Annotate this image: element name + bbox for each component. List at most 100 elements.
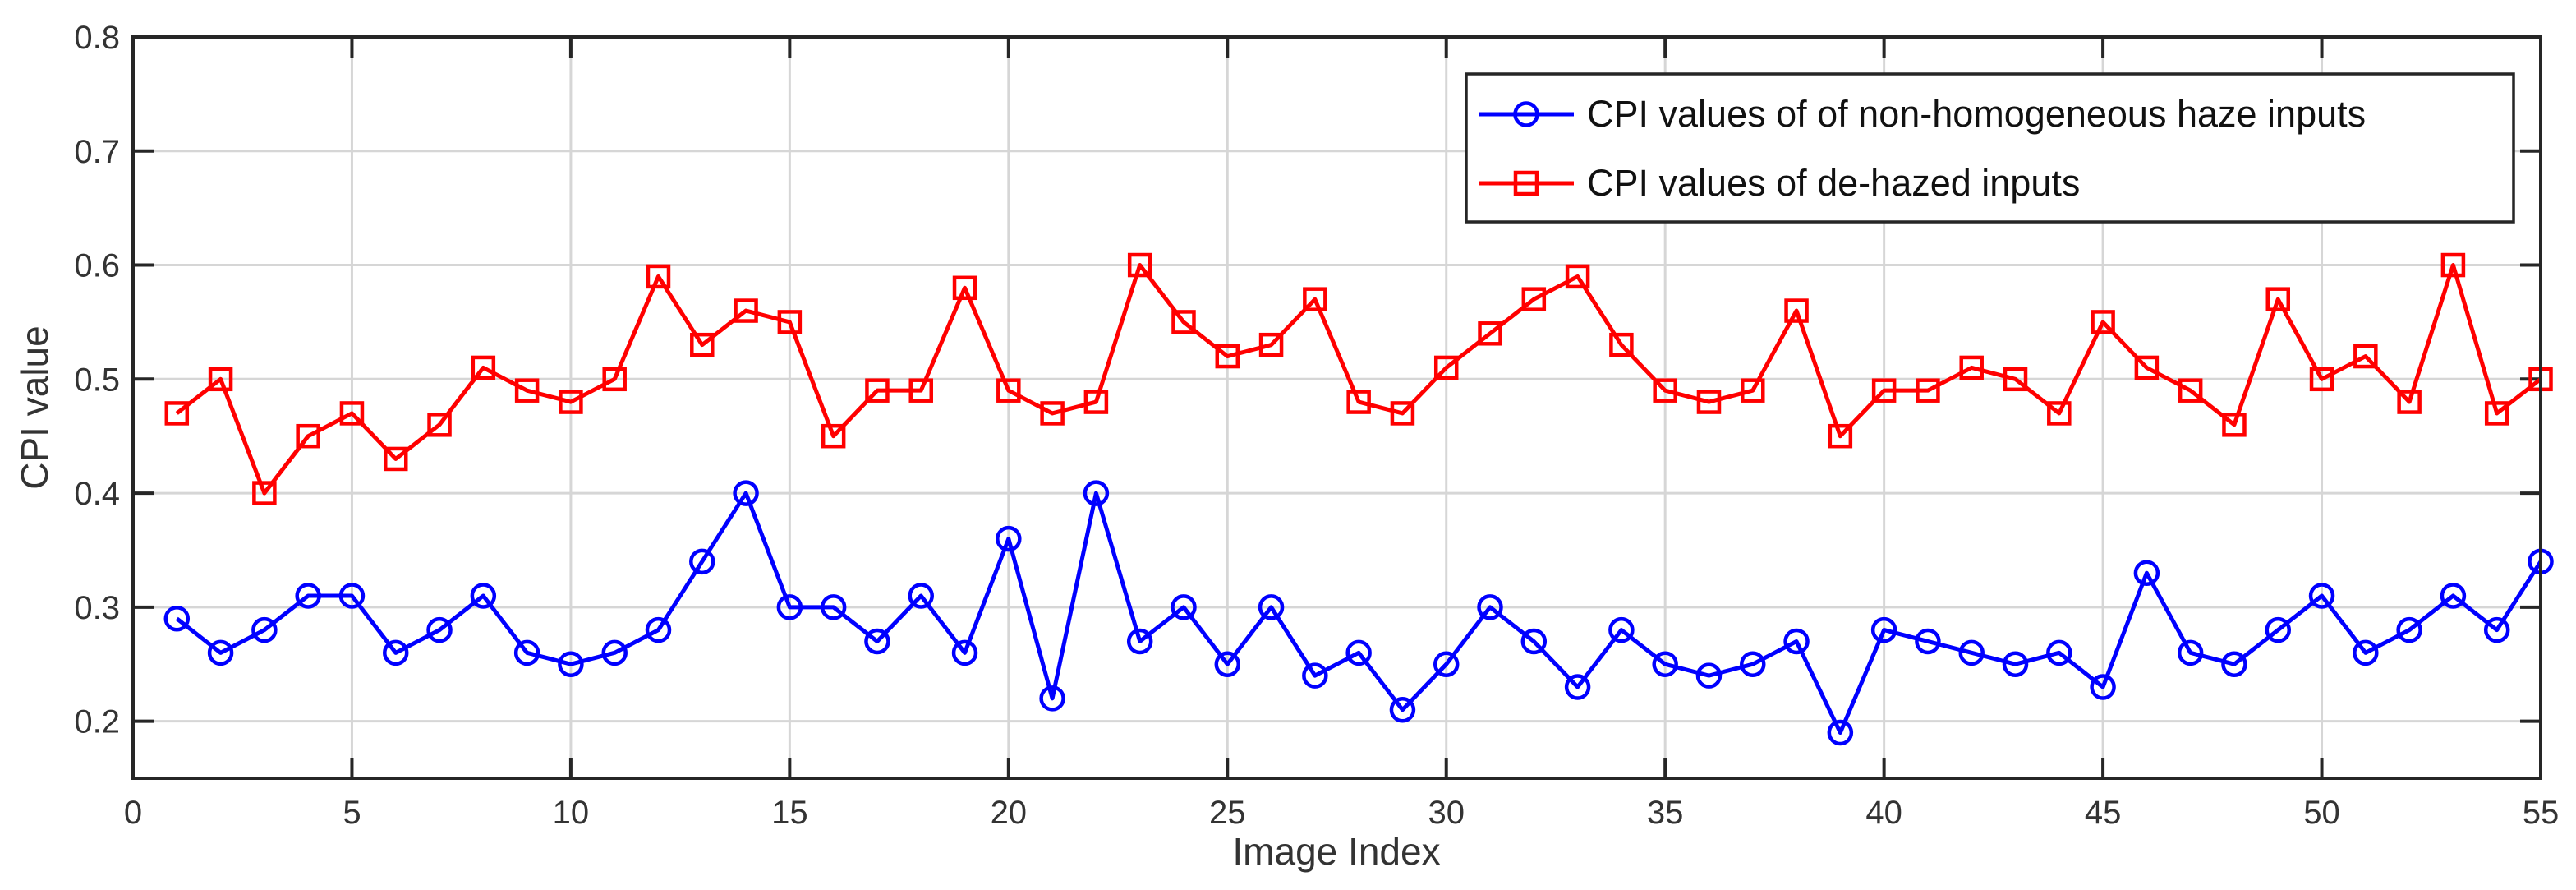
data-point-dehazed-21 (1040, 401, 1065, 426)
data-point-haze-47 (2177, 639, 2204, 666)
data-point-haze-44 (2046, 639, 2072, 666)
data-point-haze-14 (733, 480, 759, 506)
series-dehazed-markers (164, 252, 2553, 505)
data-point-haze-40 (1870, 616, 1898, 643)
data-point-haze-41 (1915, 628, 1941, 655)
data-point-dehazed-2 (208, 367, 233, 392)
legend-label-haze: CPI values of of non-homogeneous haze in… (1587, 93, 2366, 135)
data-point-dehazed-40 (1871, 378, 1897, 403)
data-point-haze-12 (645, 616, 672, 643)
data-point-haze-32 (1520, 628, 1548, 655)
data-point-haze-26 (1258, 594, 1285, 620)
data-point-dehazed-22 (1083, 390, 1109, 414)
data-point-dehazed-27 (1303, 287, 1327, 311)
legend-label-dehazed: CPI values of de-hazed inputs (1587, 162, 2080, 204)
data-point-dehazed-44 (2047, 401, 2072, 426)
data-point-dehazed-31 (1478, 321, 1502, 346)
data-point-haze-1 (163, 605, 191, 632)
tick-labels: 0 5 10 15 20 25 30 35 40 45 50 55 0.2 0.3 0.4 0.5 0.6 0.7… (74, 20, 2559, 831)
data-point-haze-15 (776, 594, 803, 620)
data-point-haze-27 (1302, 662, 1328, 689)
legend-circle-marker-icon (1513, 101, 1539, 127)
data-point-dehazed-7 (427, 413, 452, 437)
x-tick-label-40: 40 (1865, 795, 1902, 831)
data-point-dehazed-20 (996, 378, 1021, 403)
data-point-dehazed-48 (2222, 413, 2247, 437)
data-point-dehazed-14 (734, 298, 758, 323)
data-point-haze-53 (2440, 583, 2467, 609)
data-point-dehazed-54 (2484, 401, 2509, 426)
data-point-dehazed-19 (952, 275, 978, 301)
y-tick-label-0.6: 0.6 (74, 248, 120, 284)
data-point-haze-39 (1827, 719, 1854, 746)
data-point-haze-36 (1695, 662, 1723, 689)
y-tick-label-0.7: 0.7 (74, 134, 120, 170)
data-point-haze-34 (1608, 616, 1635, 643)
y-axis-label: CPI value (13, 325, 56, 489)
data-point-haze-13 (689, 548, 715, 575)
data-point-dehazed-41 (1916, 378, 1940, 403)
x-tick-label-55: 55 (2523, 795, 2560, 831)
x-tick-label-50: 50 (2303, 795, 2340, 831)
x-tick-label-10: 10 (553, 795, 590, 831)
data-point-haze-20 (996, 525, 1022, 552)
data-point-haze-6 (382, 639, 409, 666)
data-point-dehazed-50 (2309, 367, 2334, 392)
data-point-haze-21 (1039, 685, 1065, 712)
data-point-dehazed-4 (296, 423, 320, 449)
data-point-haze-10 (558, 651, 584, 677)
data-point-haze-28 (1346, 639, 1372, 666)
x-tick-label-25: 25 (1209, 795, 1246, 831)
data-point-dehazed-32 (1521, 287, 1547, 311)
data-point-dehazed-51 (2353, 344, 2378, 369)
data-point-dehazed-1 (164, 401, 190, 426)
data-point-dehazed-52 (2397, 390, 2422, 414)
data-point-haze-22 (1083, 480, 1110, 506)
data-point-dehazed-13 (690, 332, 715, 357)
series-haze-line (175, 491, 2543, 735)
data-point-dehazed-36 (1696, 390, 1722, 414)
x-tick-label-45: 45 (2085, 795, 2122, 831)
plot-border (131, 35, 2542, 780)
y-tick-label-0.4: 0.4 (74, 476, 120, 512)
data-point-haze-4 (295, 583, 321, 609)
data-point-haze-43 (2002, 651, 2029, 677)
data-point-dehazed-17 (865, 378, 890, 403)
data-point-dehazed-38 (1784, 298, 1809, 323)
data-point-dehazed-18 (908, 378, 933, 403)
data-point-dehazed-39 (1828, 423, 1853, 449)
legend-square-marker-icon (1513, 170, 1539, 196)
data-series (163, 252, 2554, 746)
data-point-haze-46 (2133, 560, 2160, 586)
data-point-dehazed-46 (2134, 355, 2160, 380)
data-point-dehazed-5 (339, 401, 365, 426)
data-point-haze-37 (1740, 651, 1766, 677)
data-point-haze-17 (864, 628, 890, 655)
data-point-dehazed-53 (2440, 252, 2466, 278)
data-point-dehazed-25 (1215, 344, 1240, 369)
data-point-dehazed-47 (2178, 378, 2203, 403)
data-point-haze-29 (1389, 696, 1416, 723)
data-point-haze-30 (1433, 651, 1460, 677)
data-point-haze-50 (2308, 583, 2335, 609)
series-dehazed-line (175, 263, 2542, 496)
y-tick-label-0.3: 0.3 (74, 590, 120, 626)
x-tick-label-15: 15 (771, 795, 808, 831)
data-point-haze-52 (2396, 616, 2422, 643)
data-point-dehazed-29 (1390, 401, 1415, 426)
x-tick-label-20: 20 (991, 795, 1028, 831)
data-point-haze-2 (207, 639, 234, 666)
data-point-haze-42 (1958, 639, 1985, 666)
data-point-haze-49 (2265, 616, 2292, 643)
y-tick-label-0.5: 0.5 (74, 362, 120, 398)
x-tick-label-35: 35 (1647, 795, 1684, 831)
legend-box (1465, 72, 2515, 224)
data-point-haze-3 (251, 616, 278, 643)
data-point-haze-18 (908, 583, 934, 609)
data-point-dehazed-28 (1346, 390, 1371, 414)
data-point-dehazed-30 (1433, 355, 1459, 380)
y-tick-label-0.2: 0.2 (74, 704, 120, 740)
data-point-haze-31 (1477, 594, 1503, 620)
x-axis-label: Image Index (1232, 830, 1440, 873)
